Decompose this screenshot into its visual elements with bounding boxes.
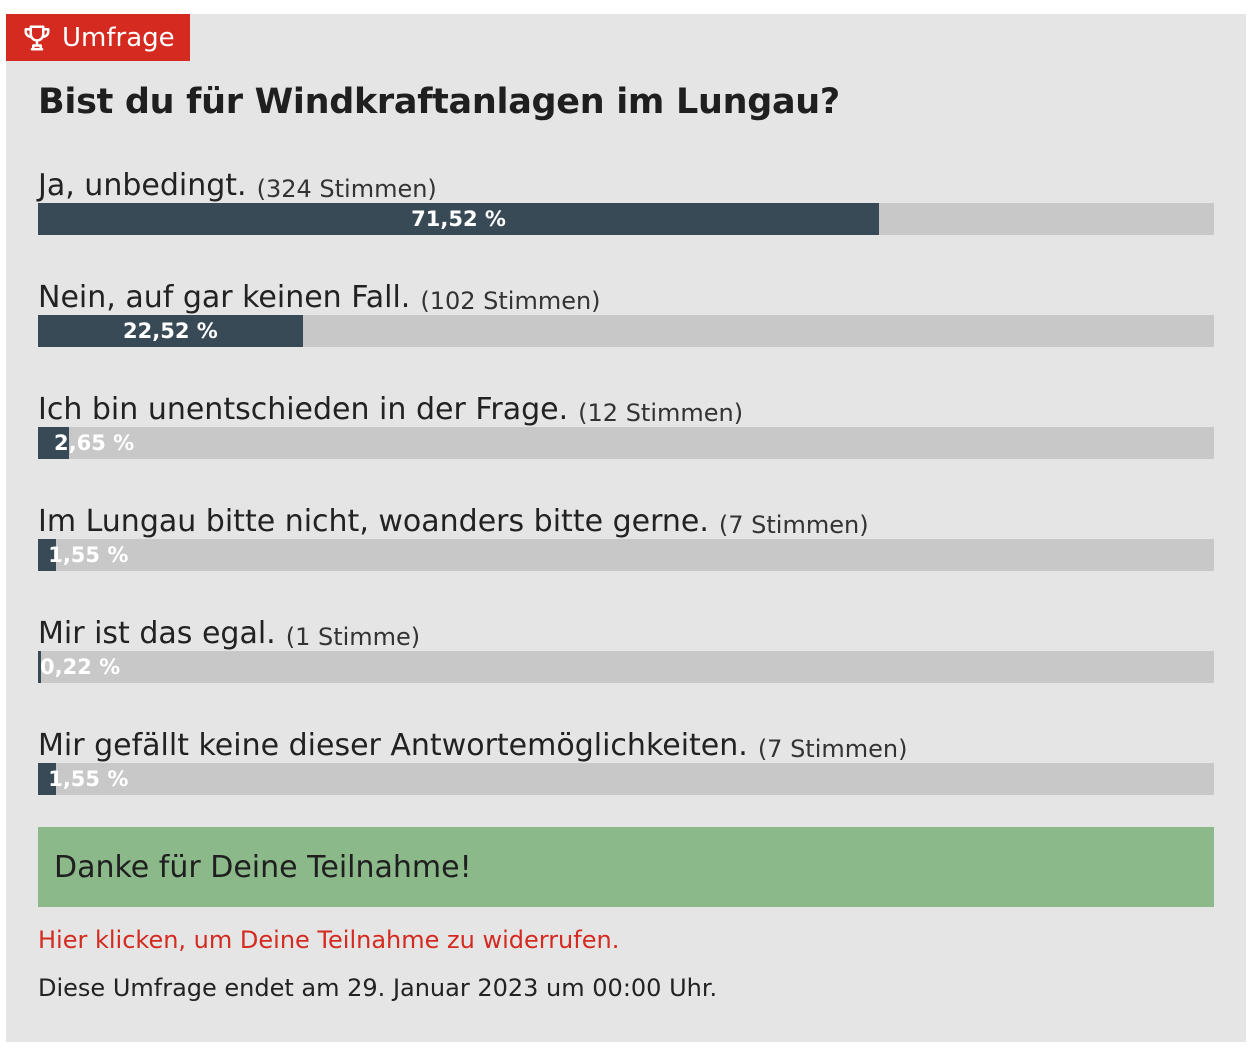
result-percent: 22,52 % [123,319,218,343]
result-bar-track: 1,55 % [38,539,1214,571]
option-label: Ja, unbedingt. [38,168,247,203]
result-percent: 0,22 % [40,655,121,679]
option-label-row: Ich bin unentschieden in der Frage. (12 … [38,382,1214,427]
option-votes: (324 Stimmen) [256,175,437,203]
poll-end-note: Diese Umfrage endet am 29. Januar 2023 u… [38,974,718,1002]
option-votes: (7 Stimmen) [757,735,908,763]
result-bar-fill [38,203,880,235]
option-label-row: Mir gefällt keine dieser Antwortemöglich… [38,718,1214,763]
result-bar-track: 0,22 % [38,651,1214,683]
result-bar-fill [38,427,70,459]
result-percent: 2,65 % [54,431,135,455]
result-bar-fill [38,651,41,683]
poll-option: Ich bin unentschieden in der Frage. (12 … [38,382,1214,494]
option-label: Im Lungau bitte nicht, woanders bitte ge… [38,504,709,539]
poll-option: Ja, unbedingt. (324 Stimmen) 71,52 % [38,158,1214,270]
option-label: Nein, auf gar keinen Fall. [38,280,411,315]
revoke-vote-link[interactable]: Hier klicken, um Deine Teilnahme zu wide… [38,926,620,954]
trophy-icon [24,25,50,50]
result-bar-fill [38,539,57,571]
option-label-row: Nein, auf gar keinen Fall. (102 Stimmen) [38,270,1214,315]
option-votes: (102 Stimmen) [420,287,601,315]
poll-option: Mir gefällt keine dieser Antwortemöglich… [38,718,1214,830]
result-percent: 1,55 % [48,767,129,791]
option-label: Ich bin unentschieden in der Frage. [38,392,569,427]
poll-option: Mir ist das egal. (1 Stimme) 0,22 % [38,606,1214,718]
result-bar-track: 1,55 % [38,763,1214,795]
option-votes: (12 Stimmen) [578,399,744,427]
poll-badge: Umfrage [6,14,190,61]
option-label: Mir ist das egal. [38,616,276,651]
option-votes: (1 Stimme) [285,623,421,651]
poll-option: Im Lungau bitte nicht, woanders bitte ge… [38,494,1214,606]
result-bar-track: 71,52 % [38,203,1214,235]
option-votes: (7 Stimmen) [718,511,869,539]
thanks-message: Danke für Deine Teilnahme! [38,827,1214,907]
result-bar-track: 2,65 % [38,427,1214,459]
result-bar-fill [38,763,57,795]
poll-option: Nein, auf gar keinen Fall. (102 Stimmen)… [38,270,1214,382]
poll-question: Bist du für Windkraftanlagen im Lungau? [38,82,840,122]
option-label: Mir gefällt keine dieser Antwortemöglich… [38,728,748,763]
poll-options: Ja, unbedingt. (324 Stimmen) 71,52 % Nei… [38,158,1214,830]
result-bar-track: 22,52 % [38,315,1214,347]
badge-label: Umfrage [62,22,175,53]
result-percent: 71,52 % [411,207,506,231]
result-percent: 1,55 % [48,543,129,567]
option-label-row: Ja, unbedingt. (324 Stimmen) [38,158,1214,203]
option-label-row: Mir ist das egal. (1 Stimme) [38,606,1214,651]
option-label-row: Im Lungau bitte nicht, woanders bitte ge… [38,494,1214,539]
result-bar-fill [38,315,303,347]
